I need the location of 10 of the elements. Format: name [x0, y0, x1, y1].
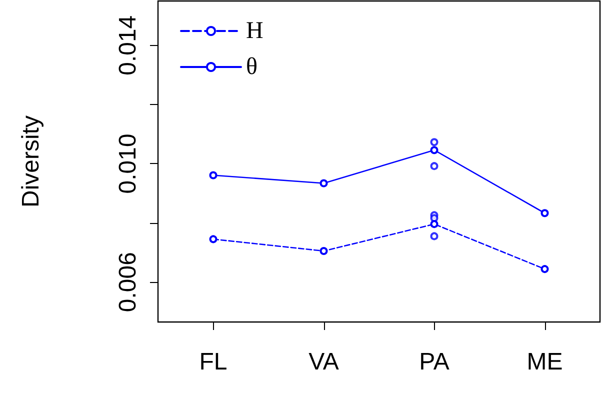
- x-tick-label: VA: [308, 348, 339, 376]
- x-tick-label: ME: [526, 348, 563, 376]
- y-axis-title: Diversity: [18, 115, 44, 208]
- x-tick-label: PA: [419, 348, 450, 376]
- x-tick-label: FL: [199, 348, 228, 376]
- y-tick-label: 0.014: [114, 15, 142, 76]
- y-tick-label: 0.010: [114, 134, 142, 194]
- legend-label: θ: [246, 54, 258, 80]
- y-tick-label: 0.006: [114, 252, 142, 312]
- legend-label: H: [246, 18, 264, 44]
